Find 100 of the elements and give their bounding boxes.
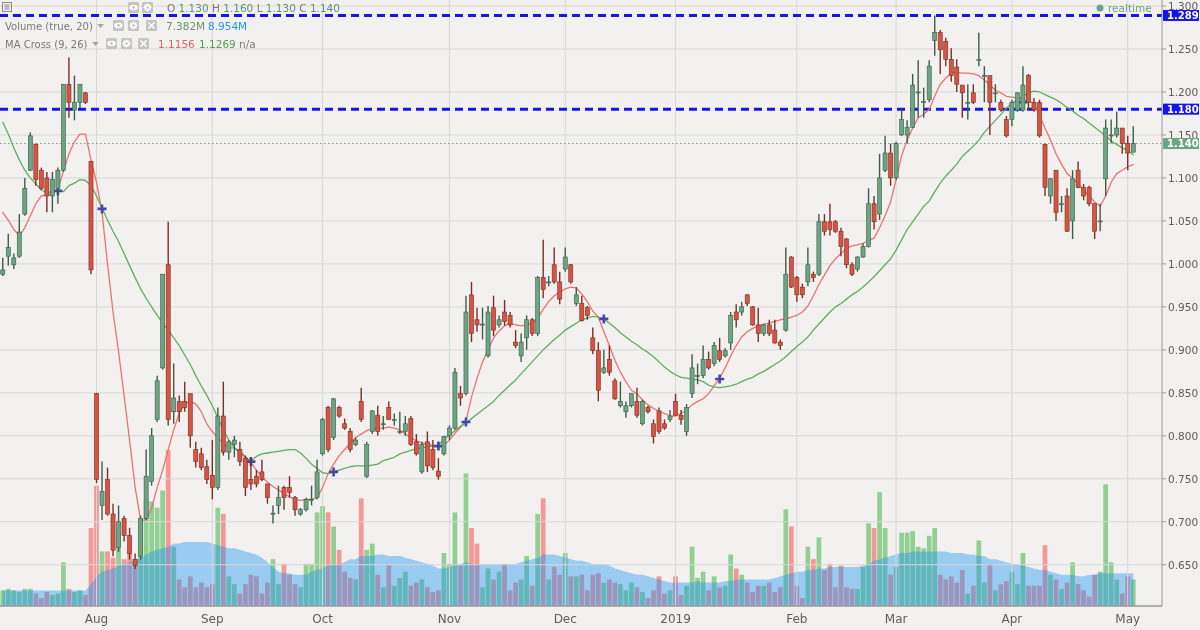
bar <box>568 576 574 606</box>
candlestick <box>882 135 888 173</box>
candlestick <box>513 329 518 349</box>
candlestick <box>436 457 441 481</box>
bar <box>1048 574 1053 606</box>
candlestick <box>634 386 640 419</box>
annotation: O 1.130 H 1.160 L 1.130 C 1.140 <box>167 2 340 14</box>
candlestick <box>733 303 739 329</box>
x-tick-label: Dec <box>553 612 577 626</box>
candlestick <box>386 400 392 421</box>
candlestick <box>601 349 607 375</box>
bar <box>419 579 425 606</box>
bar <box>540 498 546 606</box>
ref-line-label: 1.140 <box>1167 138 1199 150</box>
candlestick <box>99 460 105 521</box>
bar <box>573 576 579 606</box>
candlestick <box>1097 203 1103 232</box>
candlestick <box>607 344 612 377</box>
y-tick-label: 0.700 <box>1168 515 1199 528</box>
bar <box>811 559 816 606</box>
x-tick-label: Aug <box>84 612 109 626</box>
candlestick <box>717 337 722 363</box>
bar <box>491 579 496 606</box>
candlestick <box>518 332 524 363</box>
bar <box>331 526 336 606</box>
bar <box>1070 562 1075 606</box>
bar <box>375 574 381 606</box>
bar <box>215 507 221 606</box>
candlestick <box>529 317 535 337</box>
bar <box>358 498 364 606</box>
x-tick-label: Apr <box>1001 612 1023 626</box>
candlestick <box>5 233 11 267</box>
candlestick <box>292 495 298 517</box>
bar <box>220 513 226 606</box>
candlestick <box>524 314 529 351</box>
bar <box>380 587 386 606</box>
candlestick <box>1004 115 1009 139</box>
candlestick <box>976 31 982 67</box>
candlestick <box>270 504 276 525</box>
bar <box>640 591 645 606</box>
candlestick <box>573 286 579 307</box>
bar <box>529 585 535 606</box>
candlestick <box>276 484 281 515</box>
y-tick-label: 0.900 <box>1168 343 1199 356</box>
x-tick-label: Oct <box>312 612 334 626</box>
candlestick <box>369 409 375 435</box>
candlestick <box>0 257 6 277</box>
bar <box>171 546 177 606</box>
candlestick <box>1048 177 1053 205</box>
bar <box>386 565 392 606</box>
annotation: 7.382M <box>166 20 206 32</box>
candlestick <box>347 427 353 453</box>
annotation: 1.1156 <box>158 38 196 50</box>
annotation: MA Cross (9, 26) <box>5 38 88 50</box>
candlestick <box>612 377 618 401</box>
candlestick <box>562 246 568 273</box>
candlestick <box>921 86 927 119</box>
bar <box>601 582 607 606</box>
bar <box>888 574 893 606</box>
bar <box>1059 588 1064 606</box>
annotation: 1.1269 <box>199 38 236 50</box>
candlestick <box>358 386 364 423</box>
x-tick-label: May <box>1115 612 1141 626</box>
y-tick-label: 1.200 <box>1168 85 1199 98</box>
candlestick <box>805 246 811 287</box>
bar <box>711 576 717 606</box>
candlestick <box>375 405 381 437</box>
x-tick-label: Mar <box>884 612 908 626</box>
bar <box>733 568 739 606</box>
bar <box>706 590 711 606</box>
bar <box>970 585 976 606</box>
candlestick <box>66 56 72 119</box>
candlestick <box>970 83 976 105</box>
annotation: Volume (true, 20) <box>5 20 93 32</box>
candlestick <box>965 83 971 121</box>
candlestick <box>871 195 877 231</box>
bar <box>739 574 745 606</box>
candlestick <box>491 294 496 337</box>
y-tick-label: 0.800 <box>1168 429 1199 442</box>
bar <box>165 450 171 606</box>
candlestick <box>171 362 177 425</box>
candlestick <box>640 399 645 427</box>
bar <box>717 587 723 606</box>
bar <box>1130 579 1136 606</box>
x-tick-label: Nov <box>437 612 462 626</box>
annotation: n/a <box>239 38 256 50</box>
bar <box>965 593 971 606</box>
y-tick-label: 0.750 <box>1168 472 1199 485</box>
candlestick <box>711 341 717 367</box>
annotation: 8.954M <box>208 20 248 32</box>
y-tick-label: 1.050 <box>1168 214 1199 227</box>
bar <box>353 579 359 606</box>
candlestick <box>993 83 998 103</box>
candlestick <box>982 65 987 103</box>
candlestick <box>458 385 463 407</box>
x-tick-label: 2019 <box>660 612 691 626</box>
bar <box>761 585 767 606</box>
bar <box>783 509 789 606</box>
annotation: realtime <box>1108 2 1152 14</box>
x-tick-label: Feb <box>786 612 808 626</box>
